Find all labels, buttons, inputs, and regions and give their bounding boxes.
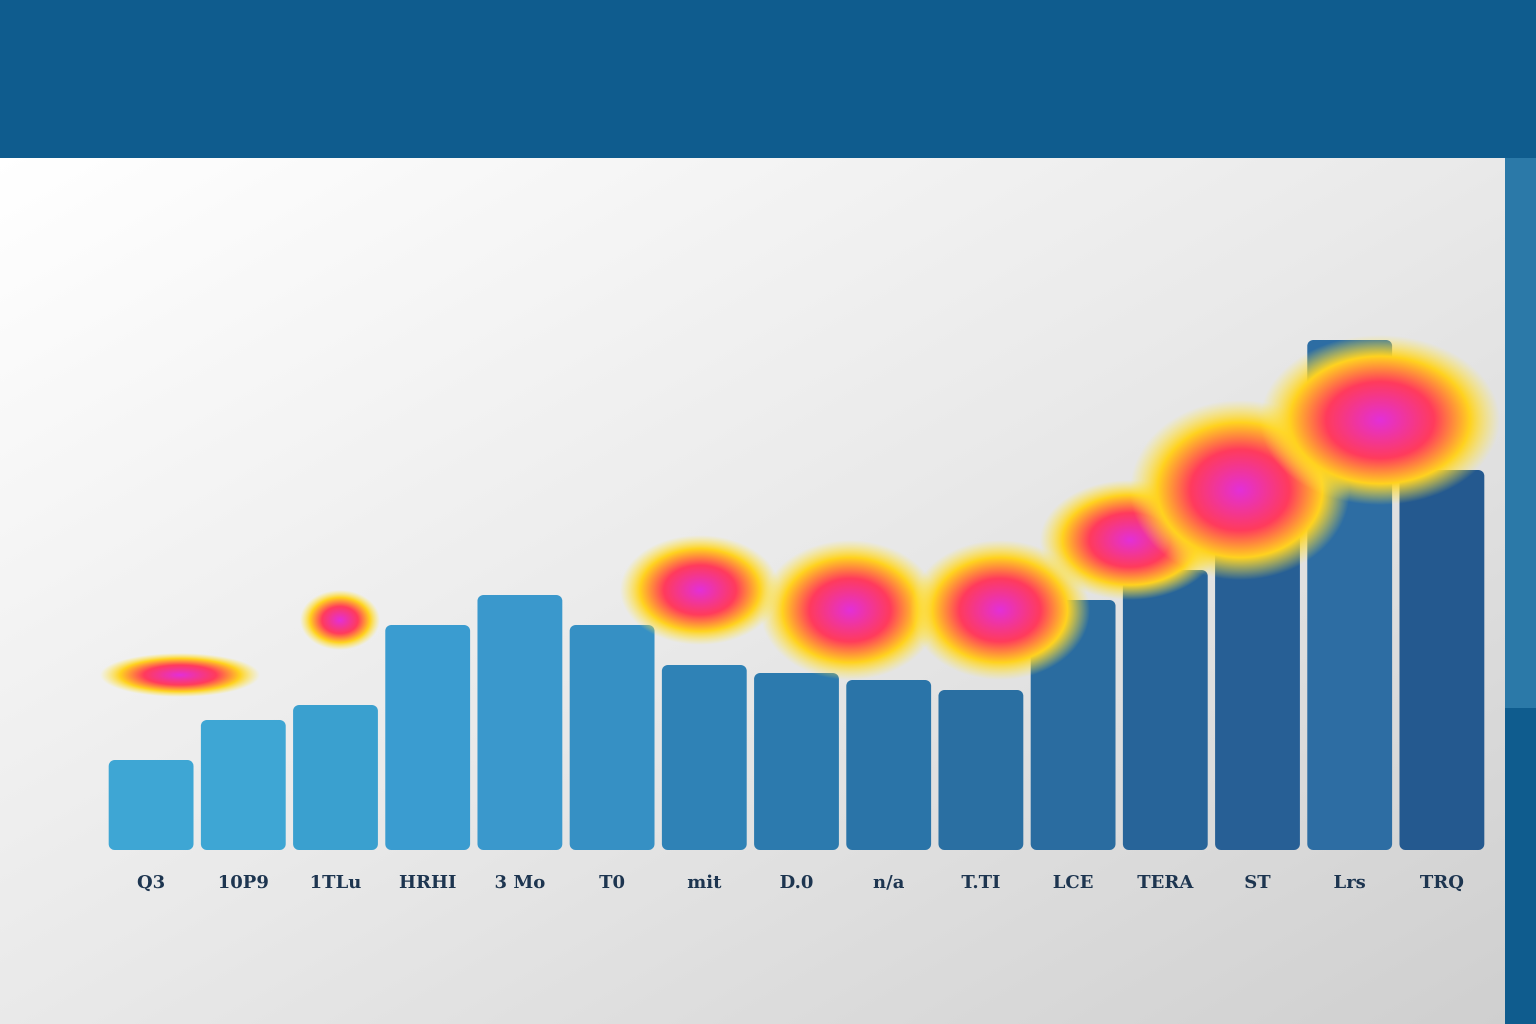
panel-edge xyxy=(1505,158,1536,708)
x-tick-label: 10P9 xyxy=(218,872,269,893)
x-tick-label: ST xyxy=(1244,872,1271,893)
x-tick-label: Q3 xyxy=(137,872,165,893)
x-tick-label: HRHI xyxy=(399,872,456,893)
flame xyxy=(760,540,940,680)
bar xyxy=(938,690,1024,850)
x-tick-label: T0 xyxy=(599,872,625,893)
bar xyxy=(1215,500,1300,850)
x-tick-label: LCE xyxy=(1053,872,1094,893)
x-tick-label: mit xyxy=(687,872,722,893)
x-tick-label: n/a xyxy=(873,872,905,893)
flame xyxy=(100,653,260,697)
bar xyxy=(108,760,194,850)
bar xyxy=(293,705,378,850)
bars xyxy=(108,340,1485,850)
bar xyxy=(754,673,839,850)
labels: Q3 10P9 1TLu HRHI 3 Mo T0 mit D.0 n/a T.TI LCE TERA… xyxy=(137,872,1464,893)
x-tick-label: 1TLu xyxy=(310,872,362,893)
x-tick-label: T.TI xyxy=(961,872,1000,893)
bar xyxy=(477,595,563,850)
bar xyxy=(569,625,655,850)
flame xyxy=(1260,335,1500,505)
bar xyxy=(1399,470,1485,850)
bar xyxy=(1122,570,1208,850)
x-tick-label: TERA xyxy=(1137,872,1194,893)
flame xyxy=(300,590,380,650)
x-tick-label: D.0 xyxy=(780,872,814,893)
bar xyxy=(661,665,747,850)
x-tick-label: 3 Mo xyxy=(495,872,546,893)
flame xyxy=(910,540,1090,680)
x-tick-label: TRQ xyxy=(1420,872,1464,893)
x-tick-label: Lrs xyxy=(1334,872,1366,893)
flame xyxy=(620,535,780,645)
bar xyxy=(385,625,471,850)
bar xyxy=(846,680,932,850)
flames xyxy=(100,335,1500,697)
bar xyxy=(200,720,286,850)
